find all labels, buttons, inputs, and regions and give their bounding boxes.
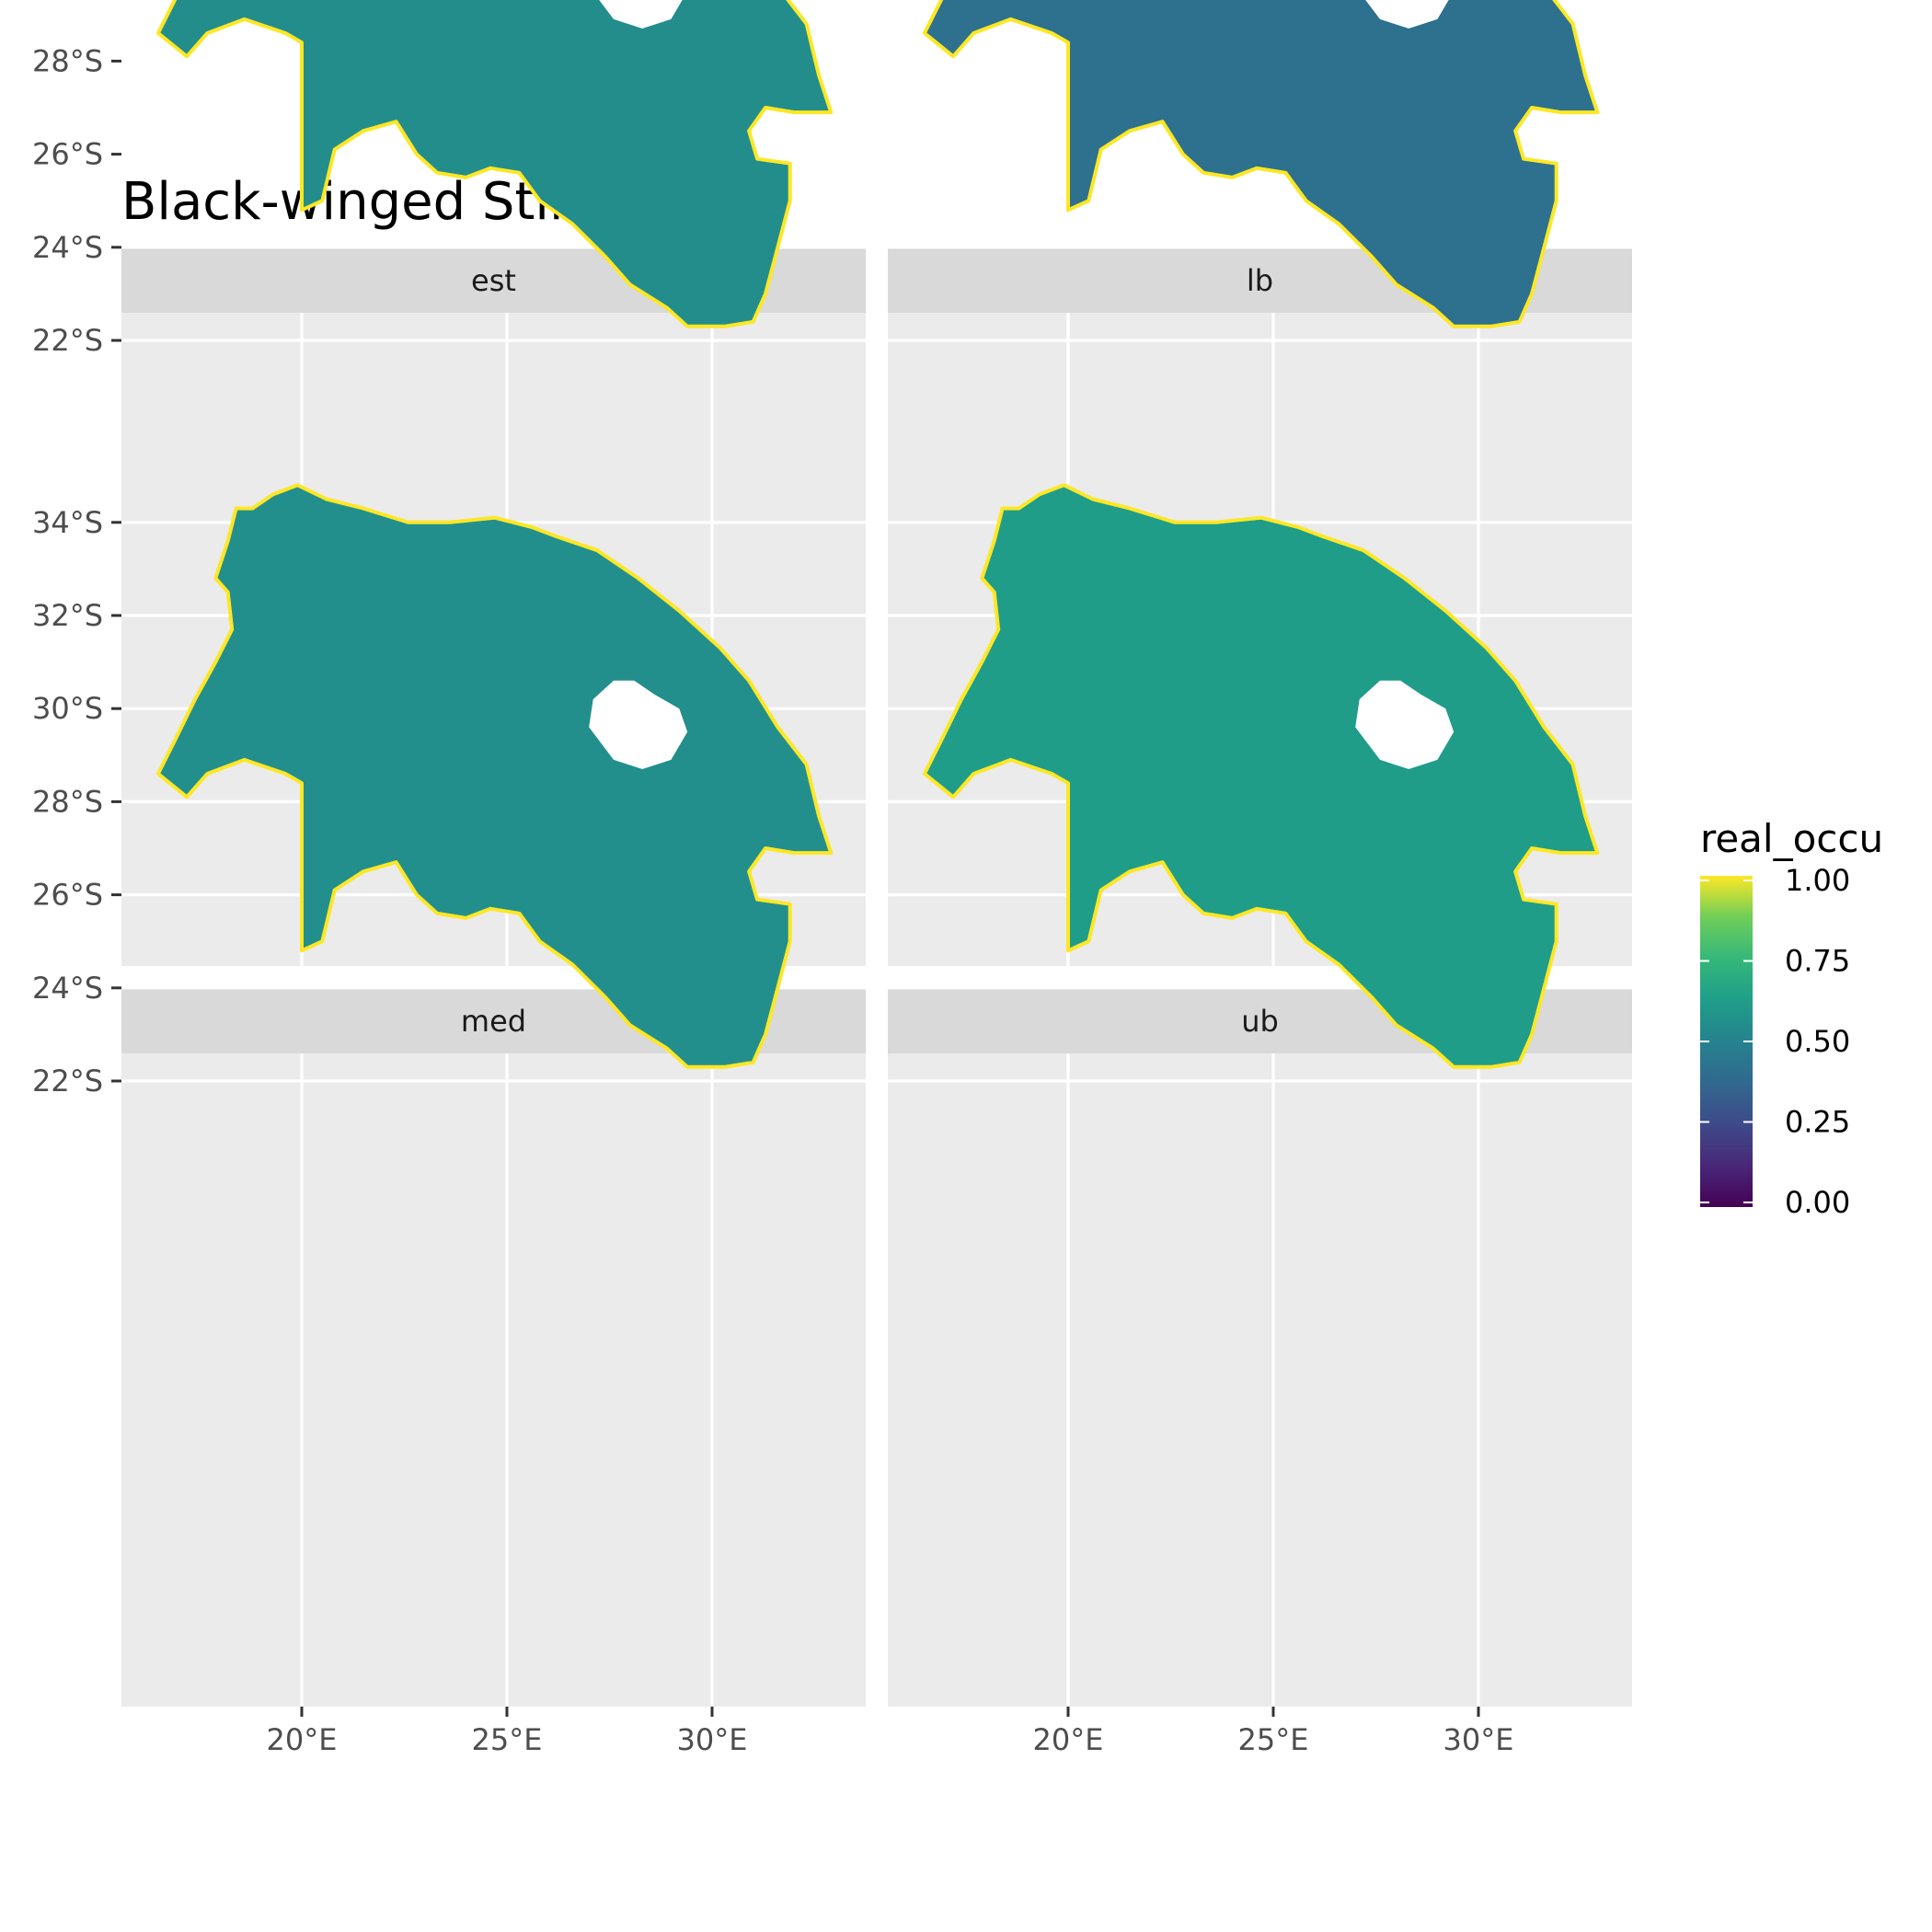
facet-panel-med: med (121, 483, 866, 1707)
y-tick-label: 24°S (32, 230, 103, 265)
facet-strip-label: lb (1247, 263, 1273, 298)
lesotho-hole (1365, 0, 1449, 29)
legend-tick-label: 0.00 (1785, 1185, 1850, 1220)
x-tick-label: 20°E (1033, 1722, 1104, 1757)
facet-strip-label: est (471, 263, 516, 298)
lesotho-hole (589, 680, 688, 769)
x-tick-label: 30°E (677, 1722, 748, 1757)
facet-panels: est lb med ub (121, 0, 1632, 1707)
country-fill (922, 483, 1600, 1069)
legend-ticks: 1.00 0.75 0.50 0.25 0.00 (1700, 863, 1850, 1220)
country-fill (155, 0, 834, 328)
color-legend: real_occu 1.00 0.75 0.50 0.25 0.00 (1700, 816, 1883, 1220)
y-tick-label: 32°S (32, 598, 103, 633)
legend-tick-label: 0.75 (1785, 944, 1850, 979)
x-tick-label: 25°E (472, 1722, 543, 1757)
y-tick-label: 28°S (32, 784, 103, 819)
facet-panel-ub: ub (888, 483, 1632, 1707)
legend-tick-label: 1.00 (1785, 863, 1850, 898)
panel-background (121, 1053, 866, 1707)
legend-tick-label: 0.25 (1785, 1105, 1850, 1140)
axis-labels: 22°S 24°S 26°S 28°S 30°S 32°S 34°S 22°S 24°S 26°S… (32, 43, 1514, 1757)
y-tick-label: 24°S (32, 971, 103, 1006)
facet-strip-label: ub (1241, 1004, 1279, 1039)
y-tick-label: 26°S (32, 137, 103, 172)
x-tick-label: 25°E (1238, 1722, 1309, 1757)
country-fill (155, 483, 834, 1069)
legend-tick-label: 0.50 (1785, 1024, 1850, 1059)
lesotho-hole (599, 0, 683, 29)
y-tick-label: 34°S (32, 505, 103, 540)
x-tick-label: 20°E (267, 1722, 338, 1757)
legend-title: real_occu (1700, 816, 1883, 861)
y-tick-label: 30°S (32, 691, 103, 726)
facet-strip-label: med (461, 1004, 526, 1039)
y-tick-label: 28°S (32, 43, 103, 78)
y-tick-label: 22°S (32, 1064, 103, 1098)
panel-background (888, 1053, 1632, 1707)
x-tick-label: 30°E (1443, 1722, 1514, 1757)
country-fill (922, 0, 1600, 328)
lesotho-hole (1355, 680, 1455, 769)
y-tick-label: 22°S (32, 323, 103, 358)
y-tick-label: 26°S (32, 878, 103, 913)
